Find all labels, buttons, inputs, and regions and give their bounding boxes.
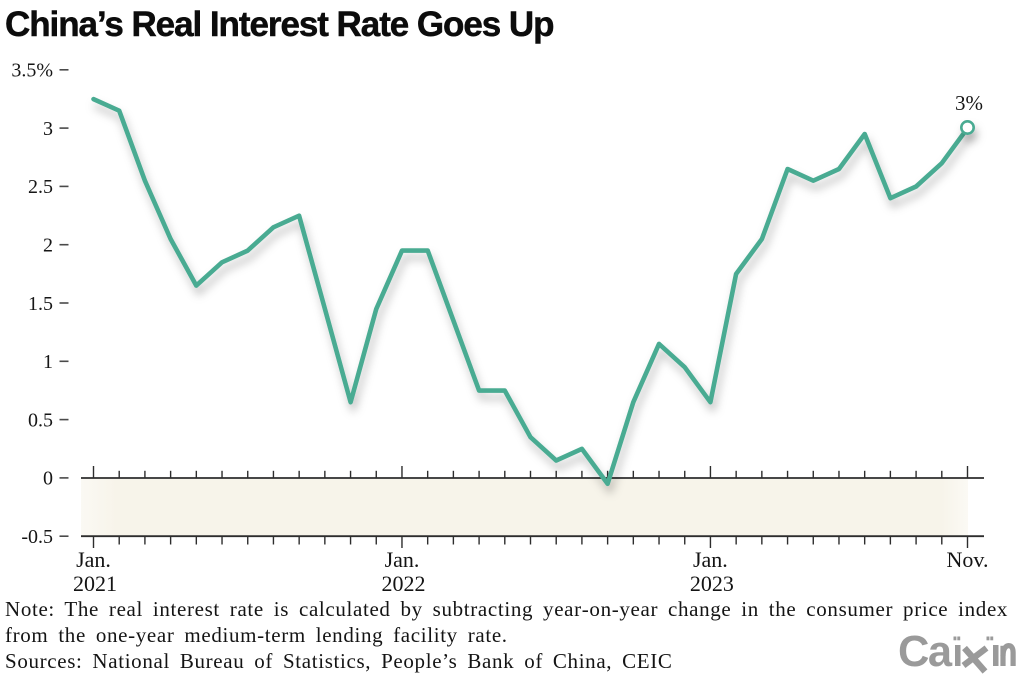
svg-text:2.5: 2.5 [28,176,53,198]
svg-text:2023: 2023 [690,571,734,596]
svg-text:3: 3 [43,118,53,140]
svg-text:Jan.: Jan. [76,547,111,572]
svg-text:1.5: 1.5 [28,293,53,315]
svg-text:3.5%: 3.5% [11,60,53,82]
svg-text:Nov.: Nov. [947,547,989,572]
svg-text:2: 2 [43,235,53,257]
svg-text:Ca: Ca [898,628,953,676]
svg-text:2021: 2021 [73,571,117,596]
svg-text:0.5: 0.5 [28,409,53,431]
svg-text:Jan.: Jan. [693,547,728,572]
svg-text:1: 1 [43,351,53,373]
svg-text:0: 0 [43,468,53,490]
svg-text:Jan.: Jan. [385,547,420,572]
svg-text:2022: 2022 [382,571,426,596]
svg-text:-0.5: -0.5 [21,526,53,548]
svg-text:3%: 3% [955,91,983,115]
